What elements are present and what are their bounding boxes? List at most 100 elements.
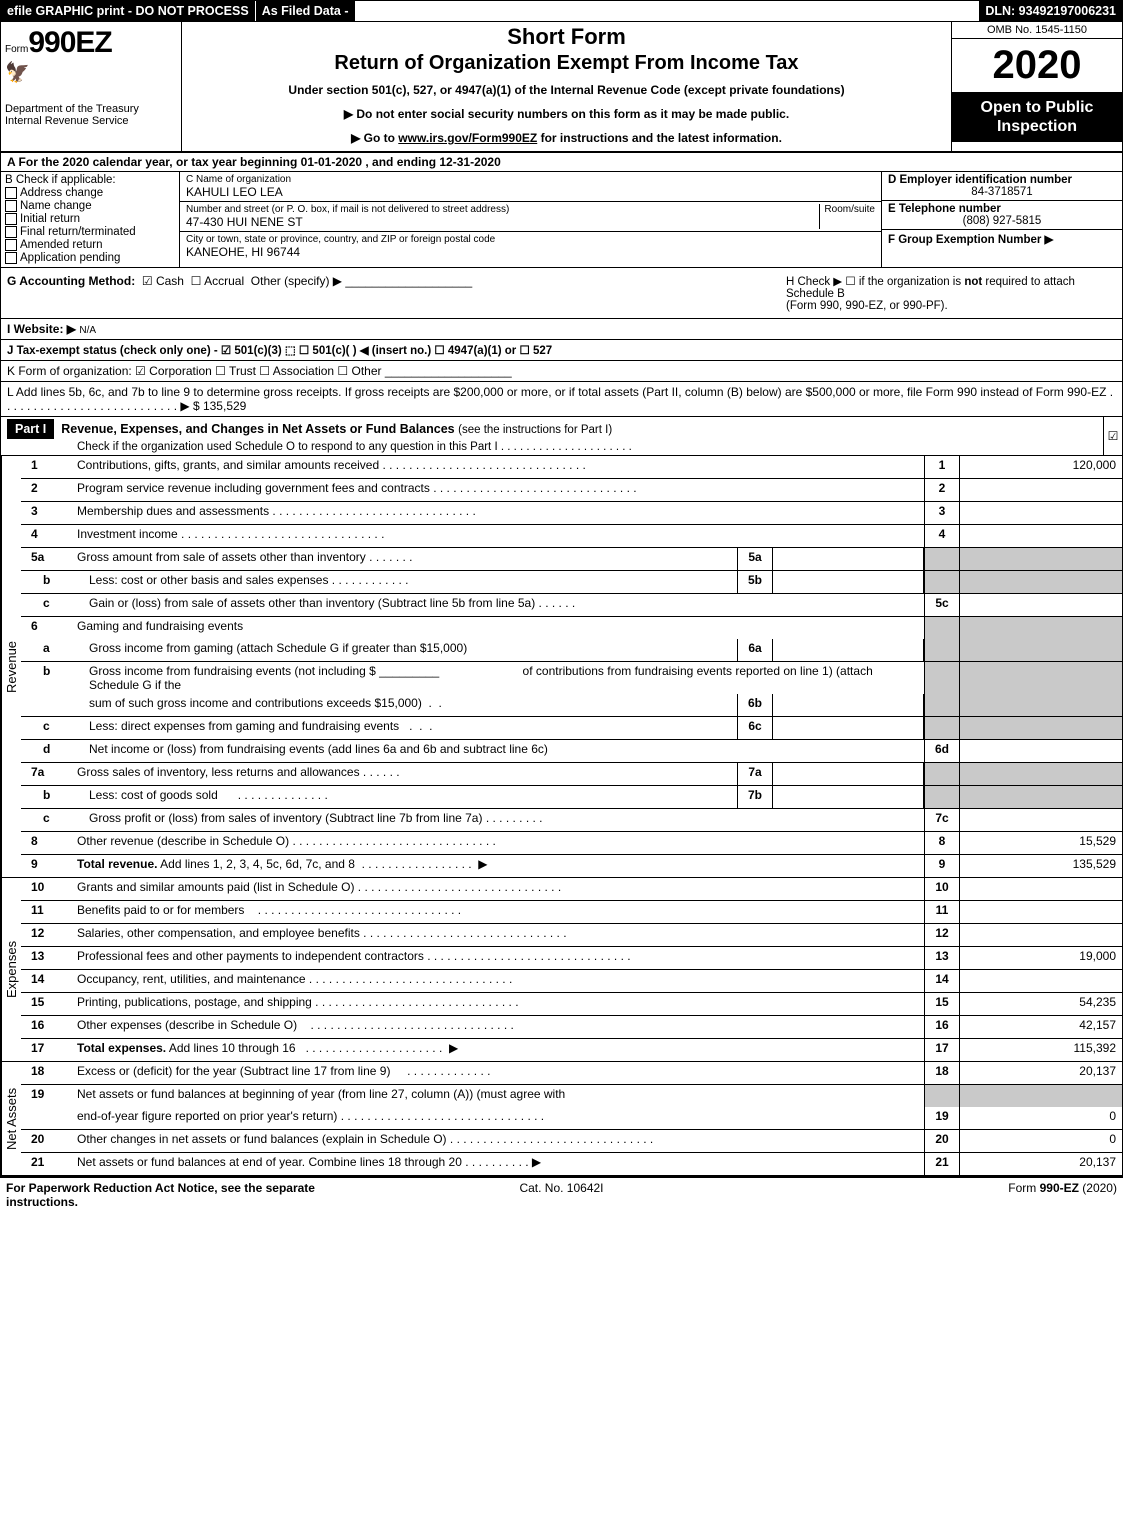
r17-desc: Total expenses. Add lines 10 through 16 … [73, 1039, 924, 1061]
cb-name-change[interactable]: Name change [5, 200, 175, 212]
r3-rnum: 3 [924, 502, 960, 524]
r16-rnum: 16 [924, 1016, 960, 1038]
line-h-text3: (Form 990, 990-EZ, or 990-PF). [786, 300, 948, 312]
r7c-num: c [21, 809, 85, 831]
r6b-desc1: Gross income from fundraising events (no… [85, 662, 924, 694]
form-subtitle: Under section 501(c), 527, or 4947(a)(1)… [192, 83, 941, 97]
r6d-desc: Net income or (loss) from fundraising ev… [85, 740, 924, 762]
r5a-desc: Gross amount from sale of assets other t… [73, 548, 737, 570]
ein-label: D Employer identification number [888, 174, 1116, 186]
r14-rval [960, 970, 1122, 992]
line-h: H Check ▶ ☐ if the organization is not r… [786, 274, 1116, 312]
r4-desc: Investment income [73, 525, 924, 547]
note2-prefix: ▶ Go to [351, 131, 398, 145]
r12-desc: Salaries, other compensation, and employ… [73, 924, 924, 946]
phone-label: E Telephone number [888, 203, 1116, 215]
cb-address-change[interactable]: Address change [5, 187, 175, 199]
r11-desc: Benefits paid to or for members [73, 901, 924, 923]
cb-application-pending[interactable]: Application pending [5, 252, 175, 264]
line-l-text: L Add lines 5b, 6c, and 7b to line 9 to … [7, 385, 1113, 413]
r6-rnum [924, 617, 960, 639]
org-name-value: KAHULI LEO LEA [186, 185, 875, 199]
r6a-mn: 6a [737, 639, 773, 661]
r19-num: 19 [21, 1085, 73, 1107]
cb-amended-return[interactable]: Amended return [5, 239, 175, 251]
ein-value: 84-3718571 [888, 186, 1116, 198]
r4-rval [960, 525, 1122, 547]
r5a-rval [960, 548, 1122, 570]
irs-link[interactable]: www.irs.gov/Form990EZ [398, 131, 537, 145]
r10-rval [960, 878, 1122, 900]
r8-desc: Other revenue (describe in Schedule O) [73, 832, 924, 854]
r20-rval: 0 [960, 1130, 1122, 1152]
line-k-text: K Form of organization: ☑ Corporation ☐ … [7, 364, 382, 378]
revenue-lines: 1Contributions, gifts, grants, and simil… [21, 456, 1122, 877]
r1-desc: Contributions, gifts, grants, and simila… [73, 456, 924, 478]
asfiled-value [356, 1, 980, 21]
line-h-text1: H Check ▶ ☐ if the organization is [786, 276, 964, 288]
part-1-checkbox[interactable]: ☑ [1103, 417, 1122, 455]
entity-details: C Name of organization KAHULI LEO LEA Nu… [180, 172, 881, 267]
r6a-mv [773, 639, 924, 661]
efile-label: efile GRAPHIC print - DO NOT PROCESS [1, 1, 255, 21]
r19-rval: 0 [960, 1107, 1122, 1129]
r6c-mv [773, 717, 924, 739]
dln-label: DLN: [985, 4, 1015, 18]
r5c-rnum: 5c [924, 594, 960, 616]
r15-rval: 54,235 [960, 993, 1122, 1015]
entity-block: B Check if applicable: Address change Na… [1, 172, 1122, 268]
org-name-label: C Name of organization [186, 174, 875, 185]
r5a-mv [773, 548, 924, 570]
line-g-label: G Accounting Method: [7, 274, 135, 288]
note-link: ▶ Go to www.irs.gov/Form990EZ for instru… [192, 131, 941, 145]
cb-final-return[interactable]: Final return/terminated [5, 226, 175, 238]
r6a-num: a [21, 639, 85, 661]
form-container: Form990EZ 🦅 Department of the Treasury I… [0, 22, 1123, 1178]
r6b-desc3: sum of such gross income and contributio… [85, 694, 737, 716]
r2-rnum: 2 [924, 479, 960, 501]
line-i-website: I Website: ▶ N/A [1, 319, 1122, 340]
r5a-rnum [924, 548, 960, 570]
line-j-text: J Tax-exempt status (check only one) - ☑… [7, 345, 552, 357]
city-value: KANEOHE, HI 96744 [186, 245, 875, 259]
phone-value: (808) 927-5815 [888, 215, 1116, 227]
cb-initial-return[interactable]: Initial return [5, 213, 175, 225]
website-value: N/A [79, 325, 96, 336]
note-ssn: ▶ Do not enter social security numbers o… [192, 107, 941, 121]
net-assets-label: Net Assets [1, 1062, 21, 1175]
line-l-gross-receipts: L Add lines 5b, 6c, and 7b to line 9 to … [1, 382, 1122, 417]
r14-desc: Occupancy, rent, utilities, and maintena… [73, 970, 924, 992]
r15-desc: Printing, publications, postage, and shi… [73, 993, 924, 1015]
dln: DLN: 93492197006231 [979, 1, 1122, 21]
r7a-mv [773, 763, 924, 785]
r19-desc2: end-of-year figure reported on prior yea… [73, 1107, 924, 1129]
part-1-header-row: Part I Revenue, Expenses, and Changes in… [1, 417, 1122, 456]
tax-year: 2020 [952, 39, 1122, 92]
r13-rnum: 13 [924, 947, 960, 969]
r21-desc: Net assets or fund balances at end of ye… [73, 1153, 924, 1175]
r21-rval: 20,137 [960, 1153, 1122, 1175]
r15-rnum: 15 [924, 993, 960, 1015]
r5c-num: c [21, 594, 85, 616]
r12-rval [960, 924, 1122, 946]
r18-num: 18 [21, 1062, 73, 1084]
r6a-rval [960, 639, 1122, 661]
part-1-subtitle: (see the instructions for Part I) [458, 424, 612, 436]
r12-rnum: 12 [924, 924, 960, 946]
r7c-rval [960, 809, 1122, 831]
revenue-label: Revenue [1, 456, 21, 877]
r16-num: 16 [21, 1016, 73, 1038]
r9-desc: Total revenue. Add lines 1, 2, 3, 4, 5c,… [73, 855, 924, 877]
part-1-title: Part I Revenue, Expenses, and Changes in… [1, 417, 1103, 455]
address-row: Number and street (or P. O. box, if mail… [180, 202, 881, 232]
form-number: 990EZ [28, 26, 111, 59]
ein-block: D Employer identification number 84-3718… [882, 172, 1122, 201]
r6d-num: d [21, 740, 85, 762]
header-right: OMB No. 1545-1150 2020 Open to Public In… [951, 22, 1122, 151]
r14-rnum: 14 [924, 970, 960, 992]
r1-rval: 120,000 [960, 456, 1122, 478]
r6c-num: c [21, 717, 85, 739]
r6a-desc: Gross income from gaming (attach Schedul… [85, 639, 737, 661]
line-i-label: I Website: ▶ [7, 322, 76, 336]
city-label: City or town, state or province, country… [186, 234, 875, 245]
